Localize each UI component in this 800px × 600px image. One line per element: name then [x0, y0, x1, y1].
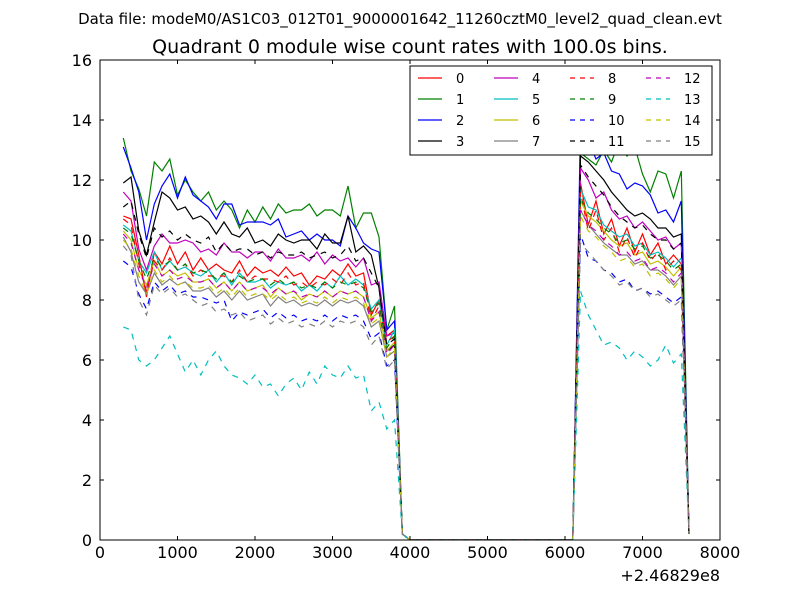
- y-tick-label: 0: [82, 531, 92, 550]
- series-line-10: [122, 233, 690, 540]
- legend-label: 12: [684, 72, 701, 87]
- series-line-4: [122, 166, 690, 540]
- axis-ticks: 0 1000 2000 3000 4000 5000 6000 7000 80000246810…: [72, 51, 741, 562]
- legend-label: 10: [608, 114, 625, 129]
- x-offset-label: +2.46829e8: [620, 566, 720, 585]
- x-tick-label: 2000: [235, 543, 276, 562]
- y-tick-label: 16: [72, 51, 92, 70]
- x-tick-label: 4000: [390, 543, 431, 562]
- y-tick-label: 4: [82, 411, 92, 430]
- series-line-3: [122, 154, 690, 540]
- series-line-6: [122, 200, 690, 540]
- legend-label: 0: [456, 72, 464, 87]
- series-line-7: [122, 209, 690, 540]
- y-tick-label: 2: [82, 471, 92, 490]
- legend-label: 15: [684, 135, 701, 150]
- y-tick-label: 12: [72, 171, 92, 190]
- x-tick-label: 0: [95, 543, 105, 562]
- legend-label: 7: [532, 135, 540, 150]
- legend-label: 5: [532, 93, 540, 108]
- series-line-13: [123, 290, 690, 540]
- legend-label: 9: [608, 93, 616, 108]
- legend-label: 6: [532, 114, 540, 129]
- legend-box: [409, 65, 713, 156]
- y-tick-label: 8: [82, 291, 92, 310]
- x-tick-label: 1000: [157, 543, 198, 562]
- x-tick-label: 7000: [622, 543, 663, 562]
- y-tick-label: 14: [72, 111, 92, 130]
- series-line-1: [122, 137, 690, 540]
- x-tick-label: 6000: [545, 543, 586, 562]
- legend-label: 14: [684, 114, 701, 129]
- legend-label: 4: [532, 72, 540, 87]
- datafile-label: Data file: modeM0/AS1C03_012T01_90000016…: [78, 10, 722, 29]
- series-line-12: [122, 209, 690, 540]
- legend-label: 1: [456, 93, 464, 108]
- series-line-2: [122, 125, 690, 540]
- x-tick-label: 5000: [467, 543, 508, 562]
- series-line-8: [122, 191, 690, 540]
- x-tick-label: 3000: [312, 543, 353, 562]
- legend-label: 8: [608, 72, 616, 87]
- series-line-9: [122, 197, 690, 540]
- series-line-14: [122, 215, 690, 540]
- x-tick-label: 8000: [700, 543, 741, 562]
- y-tick-label: 10: [72, 231, 92, 250]
- legend-label: 3: [456, 135, 464, 150]
- series-line-11: [122, 163, 690, 540]
- chart-title: Quadrant 0 module wise count rates with …: [152, 36, 668, 58]
- legend-label: 11: [608, 135, 625, 150]
- plot-lines: [122, 125, 690, 540]
- legend-label: 2: [456, 114, 464, 129]
- legend-label: 13: [684, 93, 701, 108]
- series-line-5: [122, 188, 690, 540]
- y-tick-label: 6: [82, 351, 92, 370]
- series-line-15: [122, 241, 690, 540]
